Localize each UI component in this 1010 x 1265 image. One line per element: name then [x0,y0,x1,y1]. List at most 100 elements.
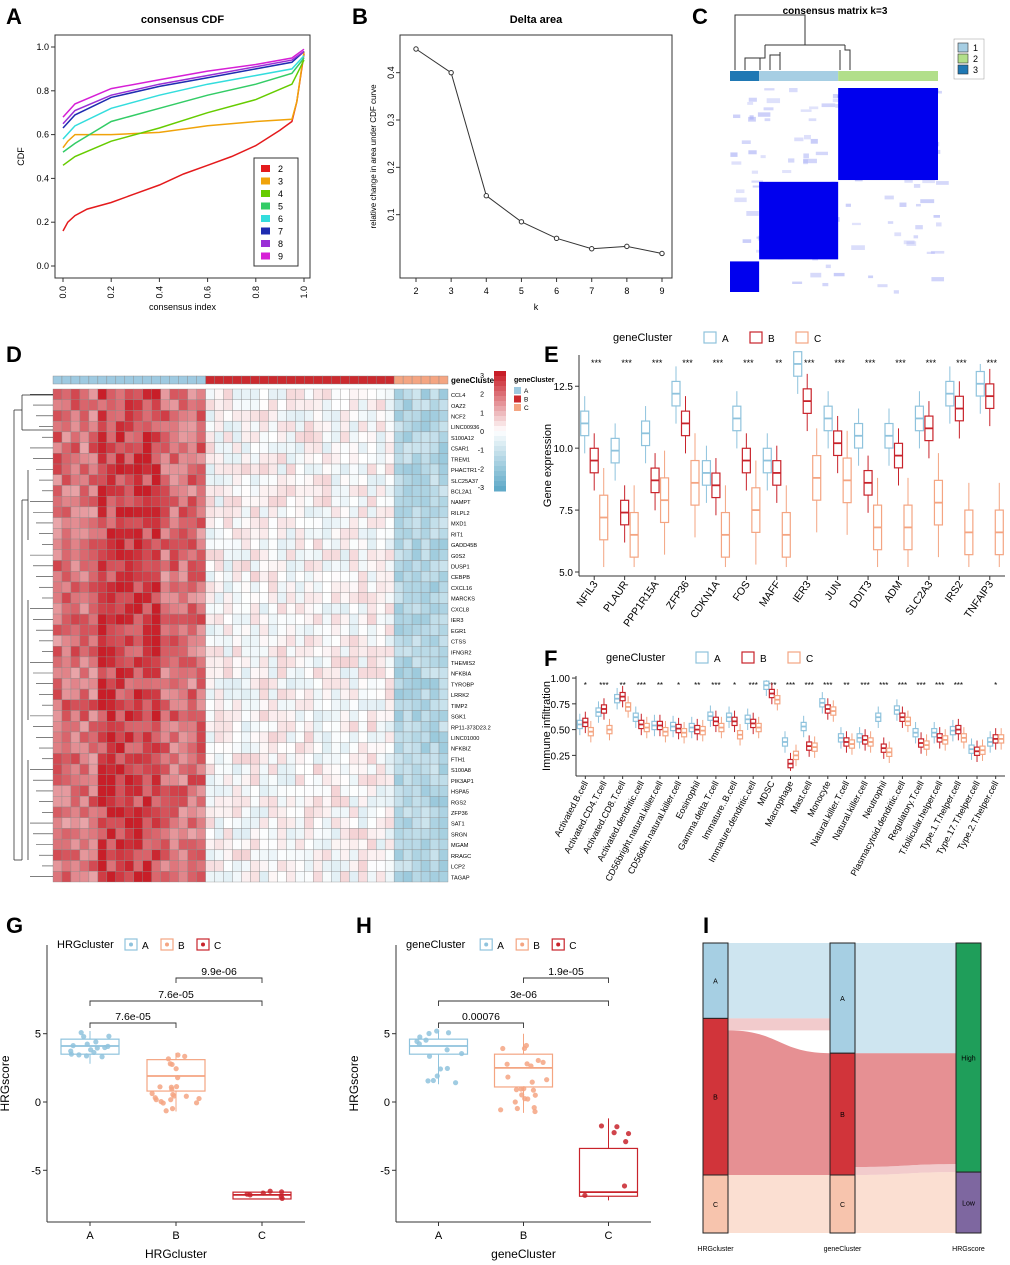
gene-label: TREM1 [451,457,470,463]
heatmap-cell [250,603,260,615]
heatmap-cell [133,763,143,776]
heatmap-cell [133,806,143,818]
heatmap-cell [402,549,413,561]
point-B [183,1093,189,1099]
heatmap-cell [214,667,224,679]
heatmap-cell [223,742,233,754]
heatmap-cell [268,538,278,550]
heatmap-cell [169,603,179,615]
heatmap-cell [349,517,359,529]
heatmap-cell [277,528,287,540]
heatmap-cell [295,431,305,443]
heatmap-cell [223,613,233,625]
heatmap-cell [393,388,404,400]
heatmap-cell [429,453,440,465]
axis-label: HRGscore [952,1246,985,1253]
heatmap-cell [241,495,251,508]
point-A [452,1080,459,1086]
point-A [459,1050,465,1057]
heatmap-cell [133,742,143,754]
heatmap-cell [349,571,359,583]
heatmap-cell [313,624,323,636]
heatmap-cell [160,742,170,754]
heatmap-cell [358,667,368,679]
heatmap-cell [223,774,233,786]
heatmap-cell [178,646,188,658]
heatmap-cell [429,656,440,668]
heatmap-cell [331,742,341,754]
heatmap-cell [367,538,377,550]
heatmap-cell [61,388,72,400]
heatmap-cell [196,688,206,700]
heatmap-cell [52,506,63,518]
heatmap-cell [376,796,386,808]
matrix-speckle [906,241,917,246]
heatmap-cell [322,613,332,625]
comparison-bracket [438,1000,609,1006]
point-A [425,1078,431,1084]
heatmap-cell [61,796,72,808]
legend-swatch-C [795,331,809,344]
cdf-line-k8 [62,50,305,125]
colorbar-step [494,486,506,492]
heatmap-cell [402,571,413,583]
heatmap-cell [295,495,305,508]
heatmap-cell [196,410,206,422]
heatmap-cell [420,442,431,454]
heatmap-cell [411,571,422,583]
colorbar-step [494,401,506,407]
point-C [623,1139,629,1145]
heatmap-cell [259,796,269,808]
heatmap-cell [376,592,386,604]
heatmap-cell [277,656,287,668]
heatmap-cell [223,581,233,593]
heatmap-cell [151,796,161,808]
heatmap-cell [142,699,152,711]
point-A [426,1030,432,1037]
x-tick-label: SLC2A3 [903,579,935,618]
heatmap-cell [367,806,377,818]
heatmap-cell [340,785,350,797]
heatmap-cell [106,731,117,743]
heatmap-cell [142,860,152,872]
panel-letter-b: B [352,4,368,29]
heatmap-cell [250,635,260,647]
heatmap-cell [205,560,215,572]
legend-label-3: 3 [973,65,978,75]
heatmap-cell [133,624,143,636]
heatmap-cell [151,517,161,529]
point-C [260,1190,266,1196]
heatmap-cell [411,442,422,454]
heatmap-cell [187,613,197,625]
annotation-cell [286,375,296,385]
heatmap-cell [151,592,161,604]
significance-label: *** [956,358,967,368]
heatmap-cell [214,817,224,829]
heatmap-cell [358,603,368,615]
heatmap-cell [178,849,188,861]
heatmap-cell [142,806,152,818]
heatmap-cell [70,699,81,711]
heatmap-cell [160,517,170,529]
cdf-line-k7 [62,50,305,129]
gene-label: LINC01000 [451,736,479,742]
heatmap-cell [331,828,341,840]
heatmap-cell [79,688,90,700]
gene-label: MARCKS [451,597,475,603]
gene-label: PIK3AP1 [451,779,474,785]
heatmap-cell [79,528,90,540]
heatmap-cell [277,613,287,625]
legend-title: geneCluster [406,939,466,951]
matrix-speckle [884,195,894,200]
heatmap-cell [358,849,368,861]
colorbar-tick-label: 2 [480,392,484,399]
y-tick-label: 12.5 [554,382,574,393]
heatmap-cell [97,410,108,422]
heatmap-cell [429,806,440,818]
matrix-speckle [821,103,836,108]
heatmap-cell [133,442,143,454]
heatmap-cell [214,517,224,529]
matrix-speckle [748,150,757,155]
heatmap-cell [232,753,242,765]
y-tick-label: 0 [35,1097,41,1109]
